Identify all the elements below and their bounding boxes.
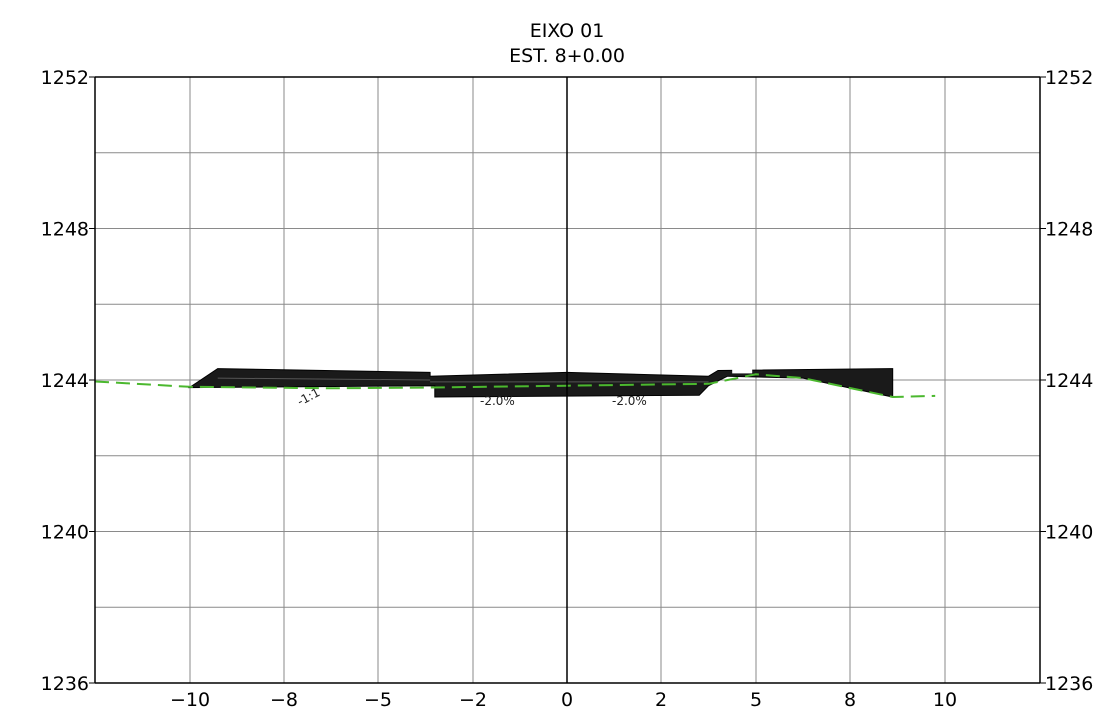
chart-title: EIXO 01 — [530, 20, 605, 42]
x-tick-label: 0 — [561, 689, 573, 711]
axes — [89, 76, 1046, 684]
y-tick-label-right: 1248 — [1045, 219, 1093, 241]
slope-label-right-lane: -2.0% — [612, 394, 647, 408]
y-tick-label-right: 1252 — [1045, 67, 1093, 89]
y-tick-label-left: 1244 — [41, 370, 89, 392]
y-tick-label-left: 1236 — [41, 673, 89, 695]
shoulder-gap — [732, 369, 753, 374]
x-tick-label: 10 — [933, 689, 957, 711]
x-tick-label: −2 — [459, 689, 487, 711]
x-tick-label: 5 — [750, 689, 762, 711]
x-tick-label: 2 — [655, 689, 667, 711]
pavement-polygon — [187, 368, 894, 398]
y-tick-label-left: 1252 — [41, 67, 89, 89]
road-cross-section — [187, 368, 894, 398]
x-tick-label: −5 — [364, 689, 392, 711]
y-tick-label-left: 1248 — [41, 219, 89, 241]
slope-label-left-lane: -2.0% — [480, 394, 515, 408]
y-tick-label-right: 1240 — [1045, 522, 1093, 544]
chart-subtitle: EST. 8+0.00 — [509, 45, 625, 67]
y-tick-label-left: 1240 — [41, 522, 89, 544]
tick-labels: −10 −8 −5 −2 0 2 5 8 10 1252 1248 1244 1240 1236 1252 1… — [41, 67, 1094, 711]
x-tick-label: −10 — [170, 689, 210, 711]
y-tick-label-right: 1244 — [1045, 370, 1093, 392]
pavement-layer-line — [217, 377, 431, 381]
x-tick-label: −8 — [270, 689, 298, 711]
x-tick-label: 8 — [844, 689, 856, 711]
y-tick-label-right: 1236 — [1045, 673, 1093, 695]
